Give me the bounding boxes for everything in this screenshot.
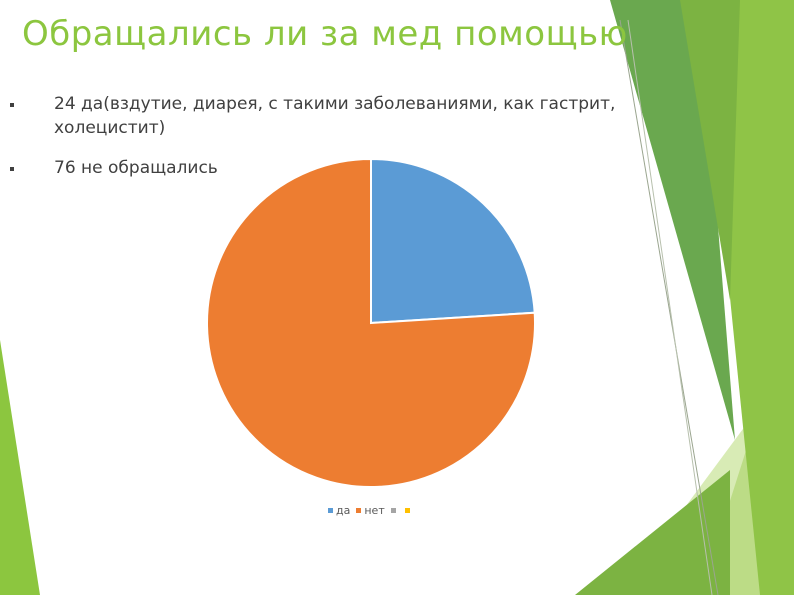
deco-shape-mid [680,0,740,300]
legend-swatch [356,507,362,513]
legend-item [404,507,413,513]
deco-line-2 [627,19,713,595]
chart-legend: да нет [328,503,413,517]
bullet-dot [10,103,14,107]
bullet-list: 24 да(вздутие, диарея, с такими заболева… [10,92,650,196]
deco-shape-left-edge [0,340,40,595]
legend-label: да [336,503,351,517]
legend-label: нет [364,503,385,517]
bullet-text: 76 не обращались [54,158,218,178]
legend-item [390,507,399,513]
legend-swatch [328,507,333,513]
bullet-item: 24 да(вздутие, диарея, с такими заболева… [10,92,650,140]
pie-slice-1 [370,157,536,325]
pie-slice-2 [206,157,536,488]
deco-line-1 [619,19,719,595]
bullet-dot [10,167,14,171]
bullet-text: 24 да(вздутие, диарея, с такими заболева… [54,94,616,138]
bullet-item: 76 не обращались [10,156,650,180]
deco-shape-bottom-left [575,470,730,595]
legend-item: да [328,504,350,517]
legend-item: нет [356,503,385,517]
legend-swatch [390,507,396,513]
slide-title: Обращались ли за мед помощью [22,14,628,54]
legend-swatch [404,507,410,513]
